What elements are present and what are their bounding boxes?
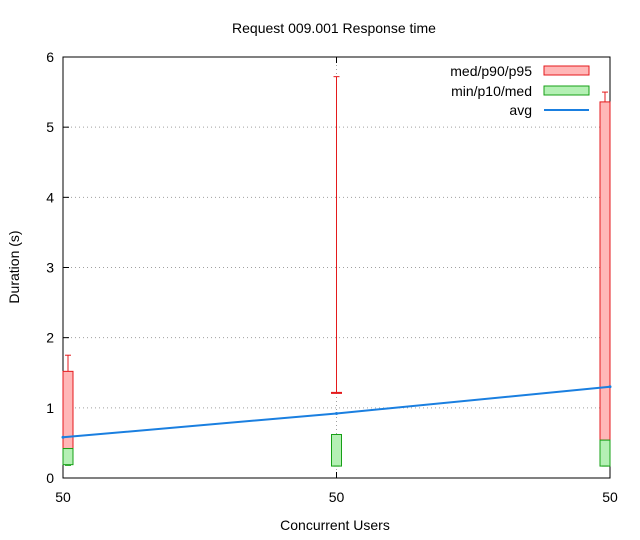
box-p10-med [331, 433, 342, 467]
legend-swatch-min-p10-med [543, 85, 590, 96]
legend-label-avg: avg [509, 102, 532, 118]
y-tick-label: 5 [46, 119, 54, 135]
x-tick-label: 50 [55, 489, 71, 505]
legend: med/p90/p95 min/p10/med avg [450, 63, 590, 118]
avg-point [335, 411, 338, 415]
box-med-p90 [331, 391, 342, 394]
box-p10-med [599, 439, 611, 467]
y-tick-label: 4 [46, 189, 54, 205]
y-tick-label: 0 [46, 470, 54, 486]
x-tick-label: 50 [329, 489, 345, 505]
plot-area [61, 76, 612, 467]
x-tick-label: 50 [602, 489, 618, 505]
avg-point [61, 435, 65, 439]
y-tick-label: 1 [46, 400, 54, 416]
box-med-p90 [599, 101, 611, 441]
legend-swatch-med-p90-p95 [543, 65, 590, 76]
legend-label-med-p90-p95: med/p90/p95 [450, 63, 532, 79]
y-tick-label: 3 [46, 260, 54, 276]
box-p10-med [62, 448, 74, 466]
chart-title: Request 009.001 Response time [232, 20, 436, 36]
y-tick-label: 2 [46, 330, 54, 346]
y-tick-label: 6 [46, 49, 54, 65]
legend-label-min-p10-med: min/p10/med [451, 83, 532, 99]
avg-point [608, 385, 612, 389]
x-axis-label: Concurrent Users [280, 517, 390, 533]
y-axis-label: Duration (s) [6, 230, 22, 303]
x-axis: 50 50 50 [55, 57, 618, 505]
